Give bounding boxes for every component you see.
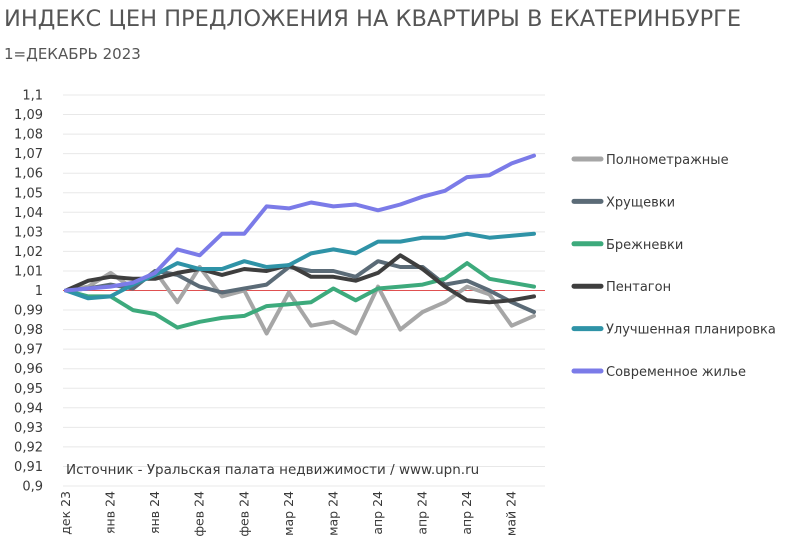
y-tick-label: 1,1 [22, 89, 43, 104]
y-tick-label: 1,03 [14, 225, 43, 240]
y-tick-label: 1,09 [14, 108, 43, 123]
y-tick-label: 0,99 [14, 304, 43, 319]
x-tick-label: янв 24 [103, 491, 118, 534]
y-tick-label: 0,91 [14, 460, 43, 475]
chart-title: ИНДЕКС ЦЕН ПРЕДЛОЖЕНИЯ НА КВАРТИРЫ В ЕКА… [4, 6, 742, 32]
x-tick-label: мар 24 [281, 491, 296, 536]
legend-label-5: Современное жилье [606, 365, 746, 380]
legend-label-0: Полнометражные [606, 153, 729, 168]
series-line-5 [64, 153, 536, 293]
y-tick-label: 0,9 [22, 480, 43, 495]
y-tick-label: 1,08 [14, 128, 43, 143]
series-lines [64, 153, 536, 336]
y-tick-label: 1,01 [14, 264, 43, 279]
x-tick-label: дек 23 [58, 491, 73, 535]
y-tick-label: 1,05 [14, 186, 43, 201]
y-tick-label: 0,98 [14, 323, 43, 338]
x-tick-label: май 24 [504, 491, 519, 536]
series-line-2 [64, 261, 536, 330]
x-tick-label: апр 24 [459, 491, 474, 535]
x-tick-label: янв 24 [147, 491, 162, 534]
y-tick-label: 1,06 [14, 167, 43, 182]
x-axis: дек 23 янв 24 янв 24 фев 24 фев 24 мар 24 мар … [58, 491, 519, 537]
x-tick-label: апр 24 [415, 491, 430, 535]
y-tick-label: 0,96 [14, 362, 43, 377]
y-tick-label: 1 [35, 284, 43, 299]
legend-label-4: Улучшенная планировка [606, 323, 776, 338]
y-tick-label: 1,07 [14, 147, 43, 162]
x-tick-label: апр 24 [370, 491, 385, 535]
legend-label-3: Пентагон [606, 280, 671, 295]
y-tick-label: 0,92 [14, 440, 43, 455]
x-tick-label: мар 24 [325, 491, 340, 536]
legend-label-1: Хрущевки [606, 195, 675, 210]
y-tick-label: 0,97 [14, 343, 43, 358]
y-tick-label: 1,02 [14, 245, 43, 260]
y-tick-label: 0,94 [14, 401, 43, 416]
y-tick-label: 0,95 [14, 382, 43, 397]
source-note: Источник - Уральская палата недвижимости… [66, 462, 479, 478]
chart-subtitle: 1=ДЕКАБРЬ 2023 [4, 45, 141, 63]
legend: Полнометражные Хрущевки Брежневки Пентагон У… [571, 153, 776, 380]
x-tick-label: фев 24 [236, 491, 251, 537]
y-tick-label: 0,93 [14, 421, 43, 436]
series-line-3 [64, 253, 536, 305]
legend-label-2: Брежневки [606, 238, 683, 253]
y-axis: 0,9 0,91 0,92 0,93 0,94 0,95 0,96 0,97 0,98 0,99 1… [14, 89, 43, 495]
y-tick-label: 1,04 [14, 206, 43, 221]
x-tick-label: фев 24 [192, 491, 207, 537]
